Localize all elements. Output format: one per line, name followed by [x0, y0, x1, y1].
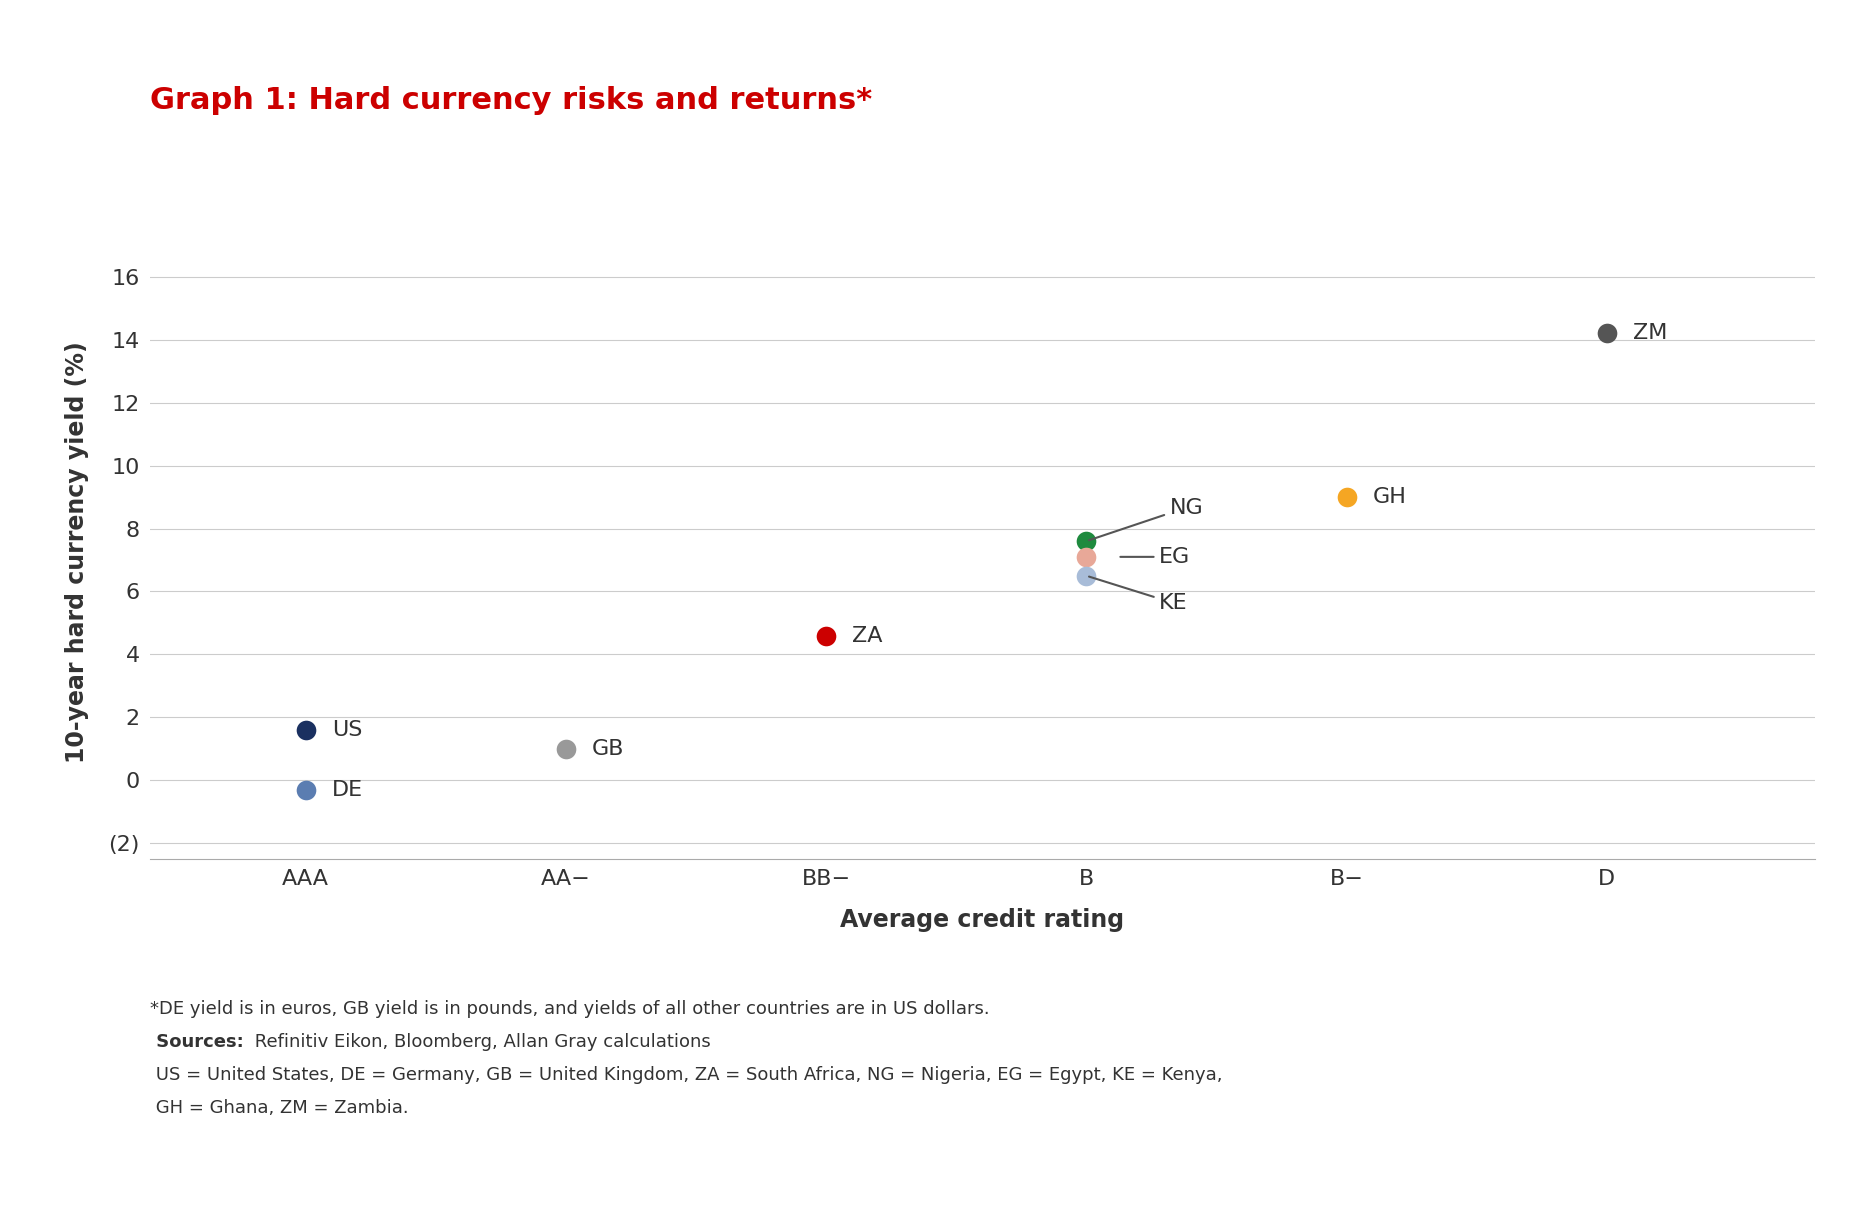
Point: [290, 780, 320, 800]
Text: EG: EG: [1121, 547, 1190, 567]
Text: NG: NG: [1089, 497, 1203, 540]
Text: *DE yield is in euros, GB yield is in pounds, and yields of all other countries : *DE yield is in euros, GB yield is in po…: [150, 1000, 990, 1018]
Point: [550, 739, 580, 758]
Text: ZM: ZM: [1633, 324, 1667, 344]
X-axis label: Average credit rating: Average credit rating: [840, 908, 1124, 933]
Point: [812, 626, 842, 645]
Text: ZA: ZA: [851, 626, 883, 645]
Text: US: US: [331, 720, 363, 740]
Text: GH = Ghana, ZM = Zambia.: GH = Ghana, ZM = Zambia.: [150, 1099, 408, 1118]
Text: KE: KE: [1089, 577, 1188, 614]
Point: [1072, 547, 1102, 567]
Point: [1592, 324, 1622, 344]
Point: [290, 720, 320, 740]
Text: GH: GH: [1373, 487, 1407, 507]
Text: DE: DE: [331, 779, 363, 800]
Text: Graph 1: Hard currency risks and returns*: Graph 1: Hard currency risks and returns…: [150, 86, 872, 115]
Y-axis label: 10-year hard currency yield (%): 10-year hard currency yield (%): [65, 341, 90, 763]
Point: [1332, 487, 1362, 507]
Text: GB: GB: [591, 739, 625, 758]
Text: Sources:: Sources:: [150, 1033, 243, 1052]
Text: US = United States, DE = Germany, GB = United Kingdom, ZA = South Africa, NG = N: US = United States, DE = Germany, GB = U…: [150, 1066, 1222, 1085]
Point: [1072, 566, 1102, 585]
Point: [1072, 531, 1102, 551]
Text: Refinitiv Eikon, Bloomberg, Allan Gray calculations: Refinitiv Eikon, Bloomberg, Allan Gray c…: [249, 1033, 711, 1052]
